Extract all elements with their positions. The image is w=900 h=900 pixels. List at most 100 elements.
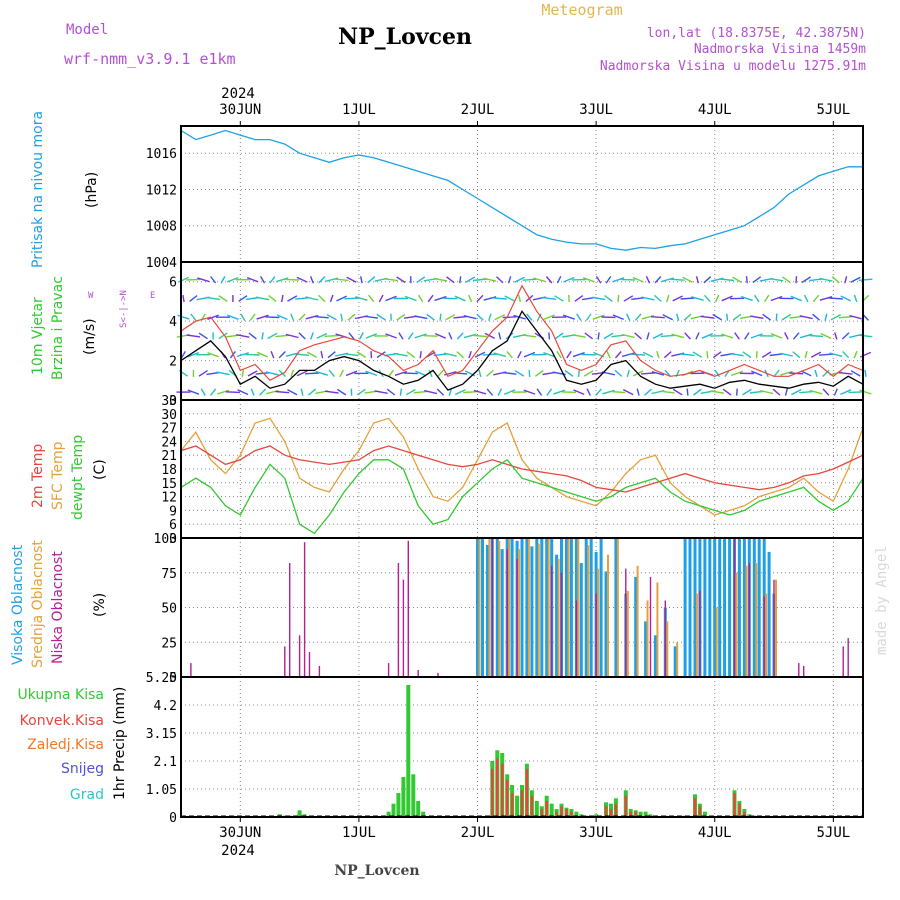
wind-arrow	[376, 351, 386, 359]
wind-arrow	[584, 332, 594, 340]
wind-arrow	[858, 278, 873, 281]
precip-bar	[406, 685, 411, 817]
y-tick-label: 12	[161, 491, 177, 506]
wind-arrow	[818, 353, 833, 356]
wind-arrow	[439, 313, 442, 321]
wind-arrow	[315, 370, 329, 376]
wind-arrow	[795, 276, 798, 284]
station-title: NP_Lovcen	[338, 24, 472, 50]
wind-arrow	[517, 350, 522, 359]
wind-arrow	[504, 295, 515, 302]
wind-arrow	[604, 295, 613, 302]
wind-arrow	[621, 352, 635, 358]
wind-arrow	[763, 294, 770, 303]
wind-arrow	[781, 313, 792, 321]
wind-arrow	[661, 277, 675, 283]
wind-arrow	[840, 389, 852, 396]
wind-arrow	[507, 276, 512, 284]
wind-arrow	[780, 370, 793, 376]
wind-arrow	[329, 294, 334, 303]
wind-arrow	[265, 316, 280, 319]
bottom-tick-label: 30JUN	[219, 825, 261, 841]
cloud-bar	[303, 542, 306, 677]
cloud-bar	[757, 538, 761, 677]
wind-arrow	[414, 333, 427, 339]
wind-arrow	[751, 370, 763, 377]
wind-compass-w: W	[88, 291, 94, 301]
wind-arrow	[662, 314, 674, 321]
wind-arrow	[770, 295, 783, 302]
wind-arrow	[396, 276, 406, 284]
wind-arrow	[773, 369, 780, 378]
cloud-bar	[649, 576, 652, 677]
wind-arrow	[186, 278, 201, 281]
wind-panel: 0 2 4 6	[169, 261, 873, 409]
precip-bar	[648, 814, 653, 817]
wind-arrow	[198, 370, 208, 377]
wind-arrow	[831, 276, 840, 284]
cloud-bar	[535, 538, 539, 677]
wind-arrow	[296, 276, 308, 283]
wind-arrow	[809, 389, 823, 395]
cloud-bar	[597, 568, 600, 677]
wind-arrow	[568, 294, 570, 303]
wind-arrow	[844, 276, 848, 284]
wind-arrow	[641, 372, 656, 375]
wind-arrow	[554, 295, 564, 302]
wind-arrow	[703, 294, 711, 303]
wind-arrow	[314, 315, 329, 319]
cloud-bar	[540, 538, 544, 677]
y-tick-label: 6	[169, 276, 177, 291]
precip-bar	[698, 806, 702, 817]
wind-arrow	[180, 350, 187, 359]
cloud-bar	[693, 538, 697, 677]
cloud-bar	[847, 638, 849, 677]
precip-bar	[421, 811, 426, 817]
cloud-bar	[767, 551, 771, 677]
wind-arrow	[443, 352, 457, 357]
cloud-bar	[688, 538, 692, 677]
wind-arrow	[336, 295, 347, 302]
top-tick-label: 2JUL	[461, 102, 495, 118]
y-tick-label: 2	[169, 355, 177, 370]
wind-arrow	[720, 278, 734, 282]
wind-arrow	[523, 351, 536, 358]
wind-arrow	[506, 350, 513, 359]
wind-arrow	[556, 275, 562, 284]
precip-bar	[505, 779, 509, 817]
y-tick-label: 0	[169, 394, 177, 409]
wind-arrow	[545, 276, 553, 284]
top-tick-label: 5JUL	[816, 102, 850, 118]
precip-panel: 0 1.05 2.1 3.15 4.2 5.25	[146, 671, 864, 826]
wind-arrow	[218, 295, 228, 302]
wind-arrow	[434, 295, 447, 302]
precip-bar	[609, 809, 613, 817]
wind-arrow	[324, 334, 339, 337]
cloud-bar	[614, 538, 618, 677]
wind-arrow	[592, 314, 605, 320]
wind-arrow	[485, 369, 494, 377]
wind-arrow	[755, 351, 758, 359]
wind-arrow	[237, 389, 249, 396]
wind-arrow	[642, 351, 654, 358]
wind-arrow	[290, 313, 295, 321]
cloud-bar	[676, 642, 679, 678]
cloud-bar	[387, 663, 390, 677]
wind-arrow	[364, 315, 379, 319]
wind-arrow	[376, 313, 386, 321]
wind-arrow	[216, 371, 230, 376]
lonlat-text: lon,lat (18.8375E, 42.3875N)	[647, 26, 866, 41]
wind-arrow	[680, 353, 695, 357]
precip-bar	[574, 811, 579, 817]
wind-arrow	[326, 313, 337, 321]
cloud-bar	[763, 596, 765, 677]
cloud-bar	[664, 600, 666, 677]
wind-arrow	[820, 332, 832, 340]
wind-arrow	[345, 370, 358, 377]
precip-bar	[594, 814, 599, 817]
wind-arrow	[734, 332, 740, 340]
wind-arrow	[396, 313, 406, 321]
wind-arrow	[652, 332, 664, 340]
precip-unit: 1hr Precip (mm)	[112, 687, 128, 800]
cloud-bar	[518, 549, 520, 677]
